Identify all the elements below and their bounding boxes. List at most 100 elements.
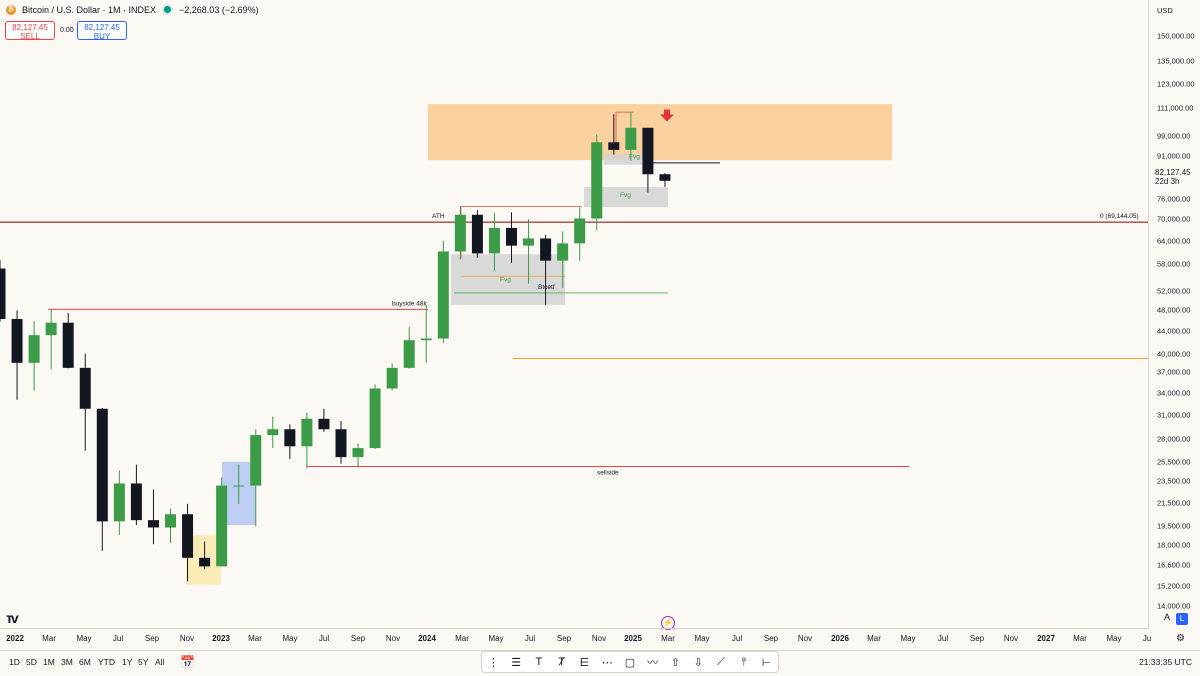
sell-label: SELL [20, 32, 40, 41]
timeframe-1y-button[interactable]: 1Y [122, 657, 133, 667]
candle-body[interactable] [352, 448, 364, 458]
candle-body[interactable] [199, 557, 211, 567]
candle-body[interactable] [591, 142, 603, 219]
candle-body[interactable] [250, 435, 262, 486]
time-axis[interactable]: 2022 Mar May Jul Sep Nov 2023 Mar May Jul Sep Nov 20… [0, 628, 1151, 651]
price-tick-label: 40,000.00 [1157, 349, 1191, 359]
sellside-label[interactable]: sellside [597, 470, 619, 477]
fib-level-label[interactable]: 0 (69,144.05) [1100, 213, 1139, 220]
price-axis[interactable]: USD 150,000.00 135,000.00 123,000.00 111,00… [1148, 0, 1200, 628]
path-icon[interactable]: 〰 [647, 657, 659, 669]
candle-body[interactable] [574, 218, 586, 244]
candle-body[interactable] [113, 483, 125, 522]
tradingview-logo-icon[interactable]: ᴛv [6, 610, 19, 626]
fvg-label[interactable]: Fvg [629, 153, 640, 160]
candle-body[interactable] [318, 418, 330, 430]
candle-body[interactable] [659, 174, 671, 181]
candle-body[interactable] [506, 227, 517, 246]
candle-body[interactable] [454, 214, 466, 252]
auto-scale-button[interactable]: A [1164, 612, 1171, 622]
arrow-up-icon[interactable]: ⇧ [670, 656, 681, 669]
price-tick-label: 21,500.00 [1157, 498, 1191, 508]
candle-body[interactable] [147, 520, 159, 528]
buy-button[interactable]: 82,127.45 BUY [77, 21, 127, 41]
timeframe-6m-button[interactable]: 6M [79, 657, 91, 667]
candle-body[interactable] [642, 127, 654, 175]
swing-high-line[interactable] [615, 111, 634, 149]
buyside-label[interactable]: buyside 48k [392, 300, 427, 307]
candle-body[interactable] [11, 319, 23, 363]
clock-utc[interactable]: 21:33:35 UTC [1139, 657, 1192, 667]
candle-body[interactable] [301, 418, 313, 447]
measure-icon[interactable]: ⊢ [761, 656, 772, 669]
candle-body[interactable] [608, 142, 620, 150]
chart-area[interactable]: ATH 0 (69,144.05) buyside 48k sellside Btcet… [0, 0, 1148, 630]
symbol-title[interactable]: Bitcoin / U.S. Dollar · 1M · INDEX [22, 4, 157, 15]
candle-body[interactable] [437, 251, 449, 339]
time-tick-label: Nov [797, 634, 813, 643]
candle-body[interactable] [28, 335, 40, 363]
candle-body[interactable] [165, 514, 176, 528]
time-tick-label: Nov [591, 634, 607, 643]
timeframe-ytd-button[interactable]: YTD [98, 657, 115, 667]
prediction-icon[interactable]: ⋯ [601, 656, 613, 669]
candle-body[interactable] [45, 322, 57, 336]
text-icon[interactable]: T [535, 656, 543, 668]
candle-body[interactable] [216, 485, 228, 567]
fvg-label[interactable]: Fvg [620, 192, 631, 199]
time-tick-label: May [900, 634, 916, 643]
candle-body[interactable] [369, 388, 381, 449]
btcetf-label[interactable]: Btcetf [538, 284, 555, 291]
candle-body[interactable] [403, 340, 415, 368]
currency-label[interactable]: USD [1157, 6, 1173, 15]
timeframe-1d-button[interactable]: 1D [9, 657, 20, 667]
candle-body[interactable] [540, 238, 552, 261]
candle-body[interactable] [284, 429, 296, 447]
fvg-zone-nov[interactable] [584, 187, 668, 208]
time-tick-label: Jul [112, 634, 124, 643]
timeframe-5d-button[interactable]: 5D [26, 657, 37, 667]
candle-body[interactable] [471, 214, 483, 254]
date-range-icon[interactable]: 📅 [180, 655, 195, 669]
candle-body[interactable] [386, 367, 398, 389]
candle-body[interactable] [557, 243, 569, 261]
candle-body[interactable] [488, 227, 500, 254]
fvg-zone-dec[interactable] [604, 153, 642, 165]
candle-body[interactable] [130, 483, 142, 521]
line-tool-icon[interactable]: ⟋ [717, 655, 725, 668]
candle-body[interactable] [335, 429, 347, 458]
candle-body[interactable] [625, 127, 637, 150]
candle-body[interactable] [420, 338, 432, 341]
timeframe-3m-button[interactable]: 3M [61, 657, 73, 667]
candle-body[interactable] [233, 485, 245, 487]
bearish-arrow-icon[interactable] [660, 109, 674, 122]
price-tick-label: 135,000.00 [1157, 56, 1195, 66]
sell-button[interactable]: 82,127.45 SELL [5, 21, 55, 41]
log-scale-button[interactable]: L [1176, 613, 1188, 625]
grip-icon[interactable]: ⋮ [487, 656, 499, 669]
fib-icon[interactable]: Ⱦ [558, 656, 566, 668]
timeframe-all-button[interactable]: All [155, 657, 165, 667]
premium-zone[interactable] [428, 104, 892, 161]
candle-body[interactable] [62, 322, 74, 368]
arrow-down-icon[interactable]: ⇩ [693, 656, 703, 669]
pattern-icon[interactable]: ⋿ [579, 656, 590, 669]
lightning-icon[interactable]: ⚡ [661, 616, 675, 630]
market-status-icon[interactable] [162, 4, 174, 15]
candlestick-chart[interactable]: ATH 0 (69,144.05) buyside 48k sellside Btcet… [0, 0, 1148, 628]
candle-body[interactable] [79, 367, 91, 409]
vertical-line-icon[interactable]: ⫯ [741, 655, 747, 668]
gear-icon[interactable]: ⚙ [1176, 633, 1185, 644]
rectangle-icon[interactable]: ▢ [624, 656, 636, 669]
candle-body[interactable] [0, 268, 6, 320]
trend-lines-icon[interactable]: ☰ [511, 656, 522, 669]
timeframe-1m-button[interactable]: 1M [43, 657, 55, 667]
price-tick-label: 15,200.00 [1157, 581, 1191, 591]
candle-body[interactable] [523, 238, 535, 246]
fvg-label[interactable]: Fvg [500, 276, 511, 283]
timeframe-5y-button[interactable]: 5Y [138, 657, 149, 667]
candle-body[interactable] [96, 408, 108, 522]
candle-body[interactable] [267, 429, 279, 436]
ath-label[interactable]: ATH [432, 213, 445, 220]
candle-body[interactable] [182, 514, 194, 558]
